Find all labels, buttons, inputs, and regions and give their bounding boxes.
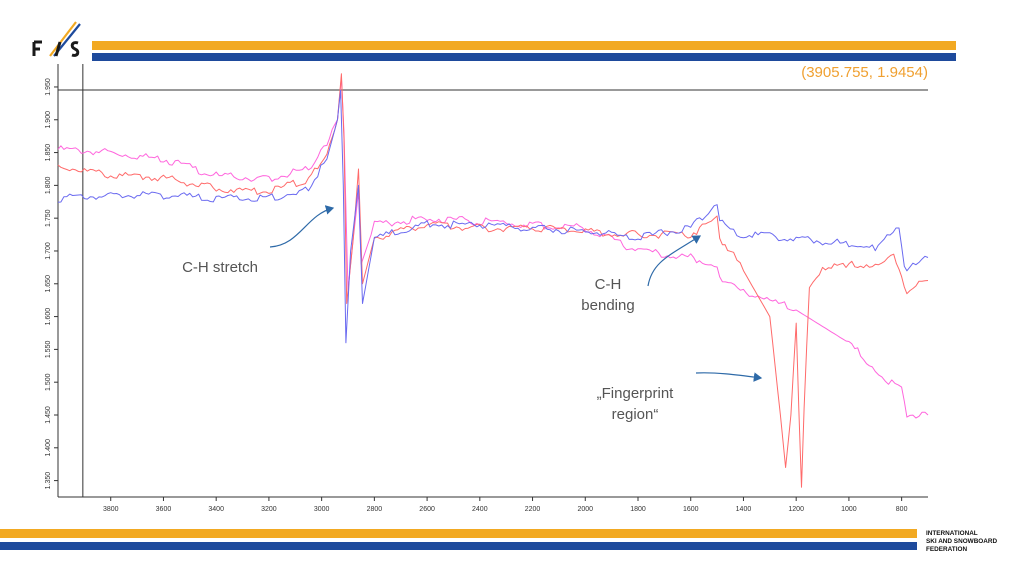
footer-gold-stripe — [0, 529, 917, 538]
cursor-lines — [58, 64, 928, 497]
series-line-2 — [57, 73, 929, 488]
x-tick-label: 3200 — [261, 506, 277, 513]
x-tick-label: 800 — [896, 506, 908, 513]
org-line-2: SKI AND SNOWBOARD — [926, 538, 998, 545]
y-tick-label: 1.500 — [45, 373, 52, 391]
y-tick-label: 1.600 — [45, 308, 52, 326]
ch-bending-label: C-H bending — [581, 276, 635, 314]
x-tick-label: 1800 — [630, 506, 646, 513]
x-tick-label: 3800 — [103, 506, 119, 513]
header-blue-stripe — [92, 53, 956, 61]
x-tick-label: 1000 — [841, 506, 857, 513]
cursor-readout: (3905.755, 1.9454) — [801, 64, 928, 81]
fis-logo — [32, 21, 81, 57]
federation-name: INTERNATIONAL SKI AND SNOWBOARD FEDERATI… — [926, 530, 1022, 554]
x-tick-label: 2000 — [577, 506, 593, 513]
y-tick-label: 1.950 — [45, 78, 52, 96]
fingerprint-region-label: „Fingerprint region“ — [596, 385, 674, 423]
x-tick-label: 2600 — [419, 506, 435, 513]
y-tick-label: 1.450 — [45, 406, 52, 424]
arrow-ch-stretch — [269, 205, 335, 248]
y-tick-label: 1.550 — [45, 341, 52, 359]
x-tick-label: 2200 — [525, 506, 541, 513]
x-tick-label: 2400 — [472, 506, 488, 513]
org-line-1: INTERNATIONAL — [926, 530, 978, 537]
series-line-3 — [57, 89, 929, 344]
y-tick-label: 1.750 — [45, 209, 52, 227]
x-tick-label: 1200 — [788, 506, 804, 513]
arrow-ch-bending — [647, 235, 702, 287]
x-tick-label: 1600 — [683, 506, 699, 513]
footer-blue-stripe — [0, 542, 917, 550]
header-gold-stripe — [92, 41, 956, 50]
x-tick-label: 1400 — [736, 506, 752, 513]
y-tick-label: 1.350 — [45, 472, 52, 490]
y-tick-label: 1.900 — [45, 111, 52, 129]
annotation-arrows — [269, 205, 763, 382]
y-tick-label: 1.650 — [45, 275, 52, 293]
chart-axes: 3800 3600 3400 3200 3000 2800 2600 2400 2200 2000… — [45, 64, 928, 513]
y-tick-label: 1.700 — [45, 242, 52, 260]
arrow-fingerprint — [695, 372, 763, 382]
x-tick-label: 3400 — [208, 506, 224, 513]
y-tick-label: 1.800 — [45, 177, 52, 195]
y-tick-label: 1.400 — [45, 439, 52, 457]
y-tick-label: 1.850 — [45, 144, 52, 162]
x-tick-label: 2800 — [367, 506, 383, 513]
series-line-1 — [57, 76, 929, 419]
x-tick-label: 3600 — [156, 506, 172, 513]
series-layer — [57, 73, 929, 488]
org-line-3: FEDERATION — [926, 546, 968, 553]
ch-stretch-label: C-H stretch — [182, 259, 258, 276]
x-tick-label: 3000 — [314, 506, 330, 513]
